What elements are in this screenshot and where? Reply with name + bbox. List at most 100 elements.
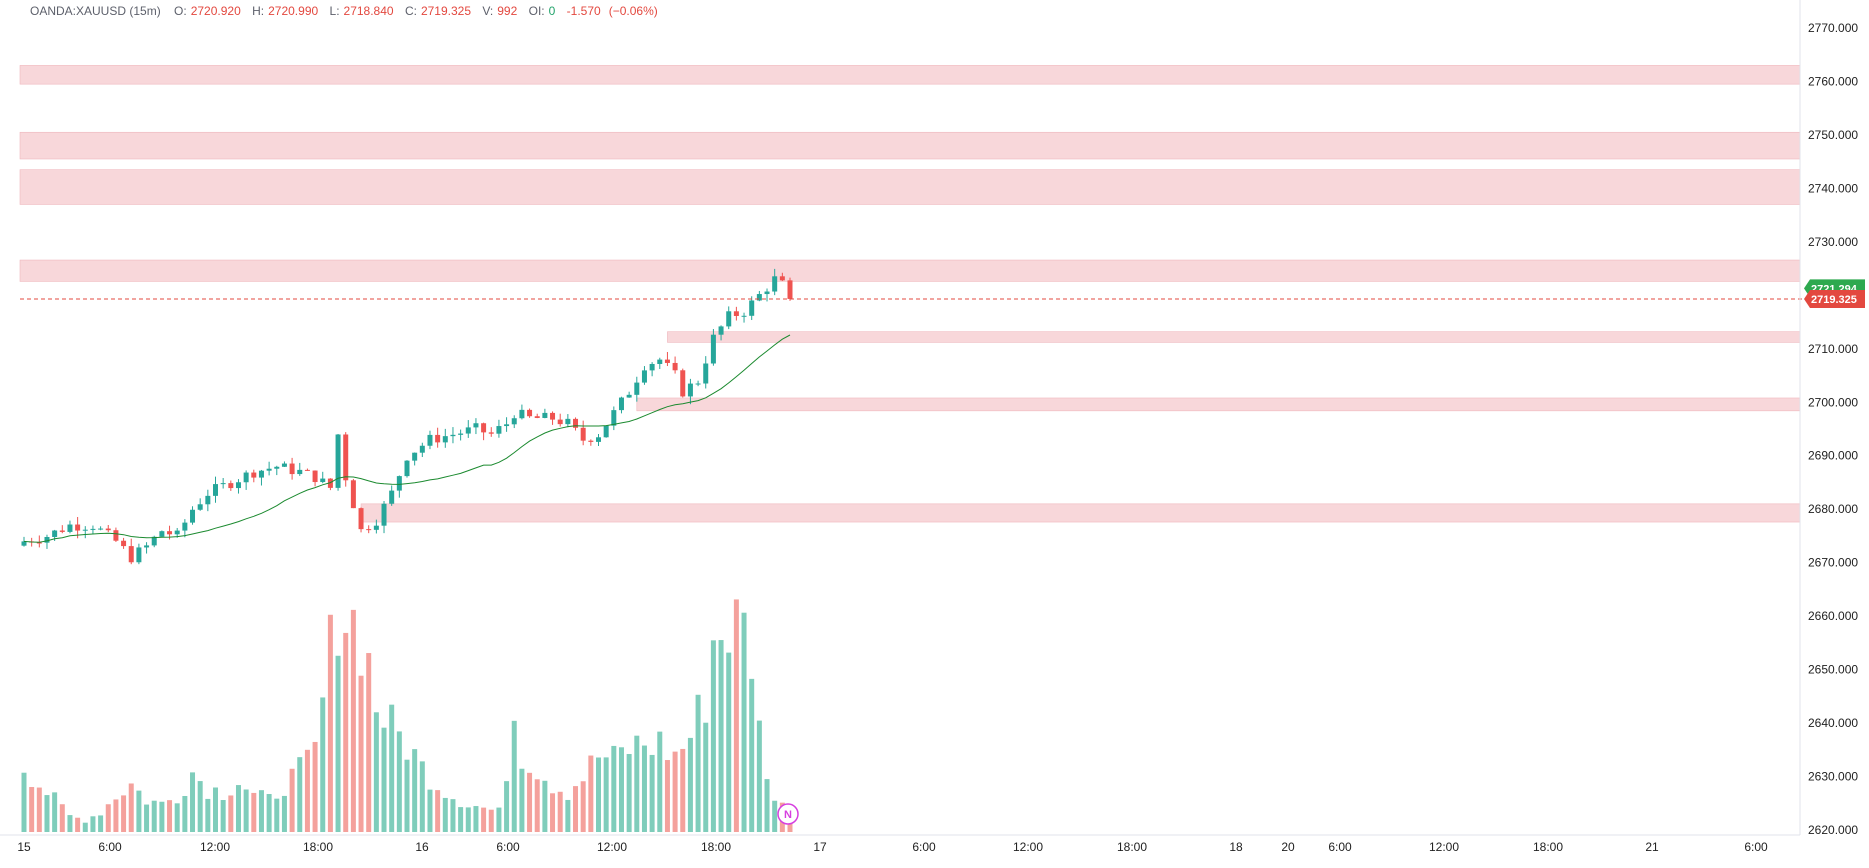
volume-bar (550, 793, 556, 832)
volume-bar (419, 761, 425, 832)
time-tick-label: 18:00 (1117, 840, 1147, 854)
volume-bar (527, 772, 533, 832)
candle-body (565, 418, 571, 425)
candle-body (335, 434, 341, 488)
time-tick-label: 6:00 (1328, 840, 1352, 854)
candle-body (159, 531, 165, 537)
volume-bar (710, 640, 716, 832)
price-tick-label: 2740.000 (1808, 181, 1858, 195)
volume-bar (580, 781, 586, 832)
volume-bar (174, 803, 180, 832)
candle-body (343, 434, 349, 481)
candle-body (419, 445, 425, 453)
volume-bar (695, 694, 701, 832)
volume-bar (266, 794, 272, 832)
time-tick-label: 12:00 (1429, 840, 1459, 854)
volume-bar (228, 795, 234, 832)
volume-bar (75, 817, 81, 832)
volume-bar (98, 815, 104, 832)
candle-body (327, 478, 333, 488)
open-key: O: (174, 4, 187, 18)
volume-bar (519, 768, 525, 832)
volume-bar (167, 800, 173, 832)
volume-bar (82, 822, 88, 832)
candle-body (136, 547, 142, 563)
candle-body (496, 426, 502, 434)
price-axis[interactable]: 2770.000 2760.000 2750.000 2740.000 2730.000… (1808, 21, 1858, 837)
time-tick-label: 18:00 (1533, 840, 1563, 854)
candle-body (603, 425, 609, 438)
volume-bar (197, 781, 203, 832)
volume-bar (36, 787, 42, 832)
volume-bar (67, 815, 73, 832)
candle-body (274, 466, 280, 469)
time-tick-label: 20 (1281, 840, 1295, 854)
volume-bar (373, 712, 379, 832)
time-tick-label: 12:00 (1013, 840, 1043, 854)
volume-bar (764, 779, 770, 832)
candle-body (228, 483, 234, 489)
zone-rect (19, 65, 1801, 85)
zone-rect (19, 131, 1801, 160)
change-value: -1.570 (566, 4, 601, 18)
volume-bar (159, 801, 165, 832)
candle-body (412, 452, 418, 461)
volume-bar (281, 795, 287, 832)
candle-body (121, 540, 127, 547)
candle-body (205, 495, 211, 505)
candle-body (626, 394, 632, 398)
event-marker-circle[interactable] (777, 803, 799, 825)
price-tick-label: 2680.000 (1808, 502, 1858, 516)
candle-body (190, 509, 196, 523)
volume-bar (213, 787, 218, 832)
low-key: L: (329, 4, 340, 18)
event-marker[interactable]: N (777, 803, 799, 825)
price-tick-label: 2630.000 (1808, 770, 1858, 784)
symbol-label[interactable]: OANDA:XAUUSD (15m) (30, 4, 161, 18)
zone-rect (667, 331, 1801, 343)
volume-bar (442, 797, 448, 832)
volume-bar (588, 755, 594, 832)
volume-bar (29, 787, 35, 832)
candle-body (687, 383, 693, 397)
volume-bar (121, 795, 127, 832)
candle-body (534, 416, 540, 418)
time-tick-label: 12:00 (597, 840, 627, 854)
volume-bar (412, 749, 418, 832)
price-tick-label: 2690.000 (1808, 449, 1858, 463)
candle-body (488, 432, 494, 434)
candle-body (366, 529, 372, 531)
moving-average-line (23, 334, 791, 543)
candle-body (82, 529, 88, 531)
volume-bar (151, 800, 157, 832)
time-tick-label: 6:00 (496, 840, 520, 854)
last-price-label: 2719.325 (1811, 294, 1857, 306)
candle-body (427, 434, 433, 446)
candle-body (542, 412, 548, 418)
time-tick-label: 12:00 (200, 840, 230, 854)
candle-body (672, 362, 678, 371)
volume-bar (304, 749, 310, 832)
volume-bar (327, 614, 333, 832)
volume-bar (664, 760, 670, 832)
last-price-tag-bg (1804, 289, 1865, 308)
candle-body (105, 528, 111, 531)
volume-bar (680, 748, 686, 832)
candle-body (36, 542, 42, 544)
volume-bar (136, 790, 142, 832)
price-tick-label: 2660.000 (1808, 609, 1858, 623)
candle-body (320, 478, 326, 483)
candle-body (550, 412, 556, 420)
volume-bar (657, 731, 663, 832)
candle-body (749, 300, 755, 316)
time-tick-label: 6:00 (912, 840, 936, 854)
volume-bar (496, 807, 502, 832)
time-axis[interactable]: 15 6:00 12:00 18:00 16 6:00 12:00 18:00 17 6:00 12… (17, 840, 1768, 854)
close-value: 2719.325 (420, 4, 471, 18)
volume-bar (44, 795, 50, 832)
volume-bar (756, 720, 762, 832)
candle-body (21, 541, 27, 546)
volume-bar (435, 790, 441, 832)
volume-bar (251, 792, 257, 832)
